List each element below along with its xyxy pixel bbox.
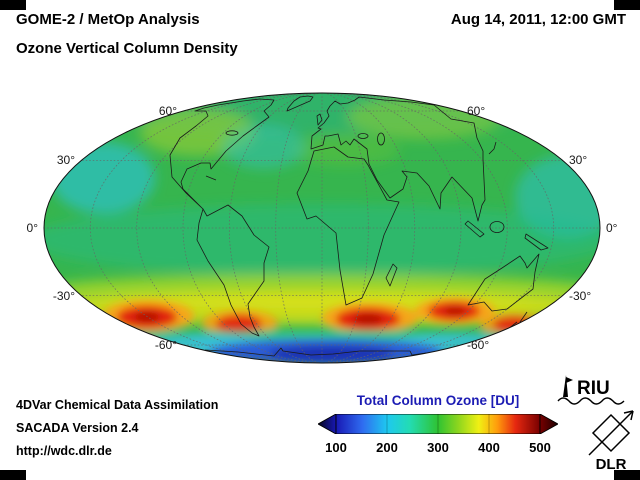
riu-logo: RIU bbox=[557, 375, 625, 405]
colorbar: Total Column Ozone [DU] bbox=[318, 393, 558, 465]
page-title: GOME-2 / MetOp Analysis bbox=[16, 11, 200, 28]
latitude-label: -30° bbox=[52, 289, 75, 303]
riu-spire-icon bbox=[563, 375, 568, 397]
latitude-label: 30° bbox=[569, 153, 588, 167]
version-label: SACADA Version 2.4 bbox=[16, 421, 139, 435]
colorbar-tick-label: 500 bbox=[529, 440, 551, 455]
corner-mark-top-left bbox=[0, 0, 26, 10]
latitude-label: 30° bbox=[56, 153, 75, 167]
latitude-label: 0° bbox=[606, 221, 618, 235]
colorbar-gradient-bar bbox=[318, 414, 558, 434]
dlr-logo: DLR bbox=[588, 410, 634, 473]
map-outline bbox=[43, 92, 601, 364]
colorbar-tick-label: 400 bbox=[478, 440, 500, 455]
assimilation-label: 4DVar Chemical Data Assimilation bbox=[16, 398, 219, 412]
riu-flag-icon bbox=[566, 377, 573, 383]
latitude-label: 60° bbox=[467, 104, 486, 118]
continent-outlines bbox=[169, 95, 549, 357]
corner-mark-top-right bbox=[614, 0, 640, 10]
url-label: http://wdc.dlr.de bbox=[16, 444, 112, 458]
riu-wave-icon bbox=[557, 397, 625, 405]
latitude-label: -30° bbox=[569, 289, 592, 303]
colorbar-tick-label: 100 bbox=[325, 440, 347, 455]
colorbar-right-arrow bbox=[539, 414, 558, 434]
colorbar-tick-marks bbox=[386, 414, 490, 434]
dlr-emblem-icon bbox=[588, 410, 634, 456]
colorbar-tick-label: 300 bbox=[427, 440, 449, 455]
page-subtitle: Ozone Vertical Column Density bbox=[16, 40, 238, 57]
dlr-logo-text: DLR bbox=[596, 456, 627, 473]
latitude-label: -60° bbox=[467, 338, 490, 352]
latitude-label: -60° bbox=[154, 338, 177, 352]
timestamp: Aug 14, 2011, 12:00 GMT bbox=[450, 11, 626, 28]
corner-mark-bottom-left bbox=[0, 470, 26, 480]
colorbar-left-arrow bbox=[318, 414, 337, 434]
colorbar-title: Total Column Ozone [DU] bbox=[356, 393, 520, 408]
corner-mark-bottom-right bbox=[614, 470, 640, 480]
riu-logo-text: RIU bbox=[577, 378, 610, 399]
colorbar-tick-label: 200 bbox=[376, 440, 398, 455]
latitude-label: 0° bbox=[26, 221, 38, 235]
latitude-label: 60° bbox=[158, 104, 177, 118]
